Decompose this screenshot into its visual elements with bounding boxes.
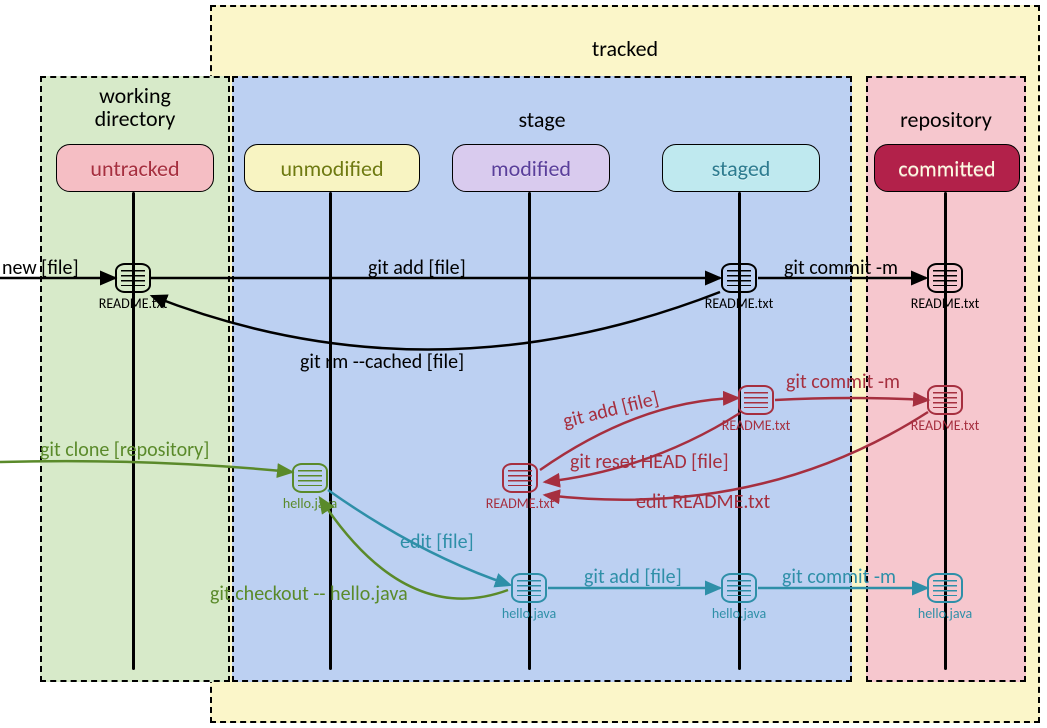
command-label: git commit -m — [786, 370, 900, 394]
file-label: README.txt — [911, 295, 980, 312]
file-label: README.txt — [99, 295, 168, 312]
file-label: README.txt — [705, 295, 774, 312]
file-icon — [115, 263, 151, 293]
state-committed: committed — [874, 144, 1020, 192]
file-label: README.txt — [486, 495, 555, 512]
file-label: README.txt — [722, 417, 791, 434]
state-unmodified: unmodified — [244, 144, 420, 192]
command-label: git reset HEAD [file] — [570, 450, 729, 474]
command-label: new [file] — [2, 256, 79, 280]
command-label: git checkout -- hello.java — [210, 582, 408, 606]
file-icon — [721, 573, 757, 603]
file-label: hello.java — [283, 495, 337, 512]
command-label: git add [file] — [368, 256, 466, 280]
file-icon — [511, 573, 547, 603]
repo-title: repository — [868, 106, 1024, 133]
file-icon — [927, 385, 963, 415]
file-icon — [738, 385, 774, 415]
file-icon — [502, 463, 538, 493]
tracked-title: tracked — [212, 35, 1038, 62]
file-label: hello.java — [712, 605, 766, 622]
file-icon — [721, 263, 757, 293]
command-label: git rm --cached [file] — [300, 350, 464, 374]
file-icon — [292, 463, 328, 493]
command-label: git commit -m — [782, 565, 896, 589]
file-label: README.txt — [911, 417, 980, 434]
command-label: git commit -m — [784, 256, 898, 280]
command-label: git clone [repository] — [40, 438, 209, 462]
file-icon — [927, 573, 963, 603]
state-staged: staged — [662, 144, 820, 192]
working-title-2: directory — [95, 105, 176, 132]
file-label: hello.java — [918, 605, 972, 622]
command-label: git add [file] — [584, 565, 682, 589]
file-icon — [927, 263, 963, 293]
stage-title: stage — [234, 106, 850, 133]
command-label: edit [file] — [400, 530, 474, 554]
file-label: hello.java — [502, 605, 556, 622]
working-title: working directory — [42, 84, 228, 130]
command-label: edit README.txt — [636, 490, 770, 514]
state-modified: modified — [452, 144, 610, 192]
state-untracked: untracked — [56, 144, 214, 192]
